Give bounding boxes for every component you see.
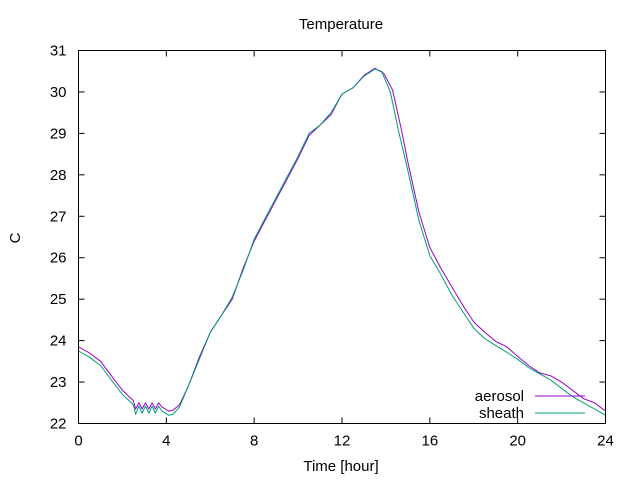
x-tick-label: 20 <box>509 433 526 450</box>
series-line-sheath <box>78 68 606 416</box>
y-tick-label: 31 <box>50 43 67 60</box>
y-tick-label: 30 <box>50 84 67 101</box>
x-axis-label: Time [hour] <box>303 458 378 475</box>
plot-frame <box>78 50 606 424</box>
x-tick-label: 12 <box>334 433 351 450</box>
x-tick-label: 8 <box>250 433 258 450</box>
legend-label-aerosol: aerosol <box>475 388 524 405</box>
chart-title: Temperature <box>299 16 383 33</box>
y-tick-label: 22 <box>50 416 67 433</box>
y-tick-label: 29 <box>50 125 67 142</box>
series-line-aerosol <box>78 67 606 412</box>
y-axis-label: C <box>7 232 24 243</box>
y-tick-label: 28 <box>50 167 67 184</box>
x-tick-label: 24 <box>597 433 614 450</box>
x-tick-label: 16 <box>421 433 438 450</box>
y-tick-label: 24 <box>50 333 67 350</box>
legend-label-sheath: sheath <box>479 405 524 422</box>
legend: aerosol sheath <box>475 388 585 422</box>
y-tick-label: 26 <box>50 250 67 267</box>
y-tick-label: 25 <box>50 291 67 308</box>
labels-layer: Temperature Time [hour] C <box>7 16 383 475</box>
x-tick-label: 4 <box>162 433 170 450</box>
series-layer <box>78 67 606 416</box>
y-tick-label: 27 <box>50 208 67 225</box>
x-tick-label: 0 <box>74 433 82 450</box>
y-tick-label: 23 <box>50 374 67 391</box>
